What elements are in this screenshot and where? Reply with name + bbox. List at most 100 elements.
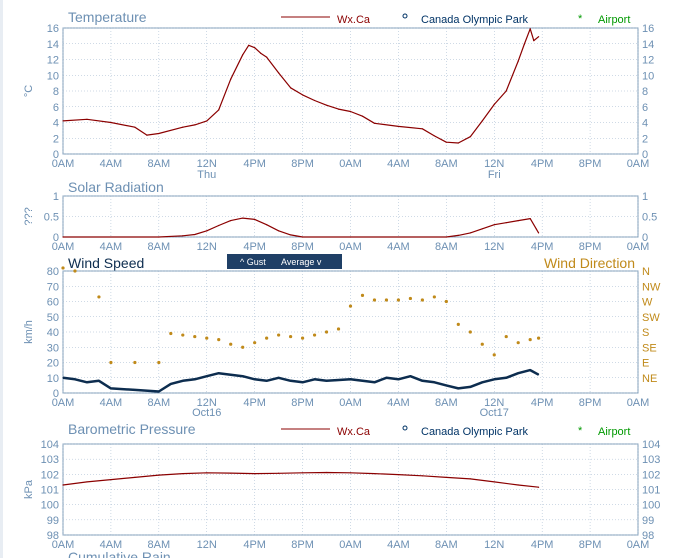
- wind-speed-data-point: [86, 381, 88, 383]
- y-tick-label: 1: [53, 191, 59, 203]
- wxca-data-point: [301, 472, 304, 474]
- x-tick-label: 0AM: [339, 158, 362, 170]
- x-tick-label: 4AM: [100, 241, 123, 253]
- wind-direction-point: [324, 330, 329, 334]
- wxca-data-point: [266, 224, 268, 226]
- y-tick-label: 14: [47, 39, 59, 51]
- wind-direction-point: [265, 336, 269, 340]
- wxca-data-point: [254, 218, 256, 220]
- y-tick-label-right: 4: [642, 118, 648, 130]
- x-tick-label: 4PM: [531, 241, 554, 253]
- wind-speed-data-point: [409, 375, 411, 377]
- wind-speed-data-point: [62, 377, 64, 379]
- y-tick-label: 104: [41, 439, 59, 451]
- wind-speed-data-point: [98, 380, 100, 382]
- x-tick-label: 0AM: [339, 539, 362, 551]
- wxca-data-point: [260, 52, 262, 54]
- day-label: Thu: [197, 169, 216, 181]
- y-tick-label: 99: [47, 515, 59, 527]
- wind-speed-data-point: [110, 387, 112, 390]
- direction-tick-label: NE: [642, 373, 657, 385]
- x-tick-label: 0AM: [339, 397, 362, 409]
- x-tick-label: 4PM: [243, 397, 266, 409]
- wxca-data-point: [373, 472, 376, 475]
- wxca-data-point: [254, 47, 256, 49]
- legend-wxca-label: Wx.Ca: [337, 426, 371, 438]
- wxca-data-point: [533, 40, 535, 42]
- x-tick-label: 4AM: [387, 539, 410, 551]
- wxca-data-point: [537, 36, 540, 38]
- direction-tick-label: SE: [642, 342, 657, 354]
- wxca-data-point: [86, 118, 88, 120]
- y-tick-label-right: 14: [642, 39, 654, 51]
- direction-tick-label: SW: [642, 312, 660, 324]
- wind-direction-point: [300, 336, 305, 340]
- wind-speed-data-point: [529, 369, 531, 371]
- wxca-data-point: [301, 94, 304, 96]
- y-tick-label: 0: [53, 388, 59, 400]
- wind-direction-point: [205, 336, 209, 340]
- x-tick-label: 0AM: [52, 241, 75, 253]
- wind-speed-data-point: [537, 374, 540, 376]
- legend-airport-marker: *: [578, 425, 583, 437]
- wxca-data-point: [469, 136, 471, 138]
- x-tick-label: 0AM: [52, 539, 75, 551]
- wind-direction-point: [73, 269, 77, 273]
- x-tick-label: 0AM: [627, 158, 650, 170]
- solar-radiation-panel: Solar Radiation 0 0 0.5 0.5 1 1??? 0AM 4AM 8AM 12…: [23, 179, 657, 253]
- y-tick-label: 0: [53, 149, 59, 161]
- wind-speed-data-point: [313, 378, 316, 380]
- wxca-data-point: [349, 472, 352, 474]
- wind-speed-data-point: [301, 381, 304, 383]
- x-tick-label: 8PM: [291, 241, 314, 253]
- legend-olympic-marker: [402, 13, 408, 19]
- y-tick-label-right: 2: [642, 133, 648, 145]
- wxca-data-point: [206, 472, 208, 474]
- wind-direction-point: [528, 338, 532, 342]
- x-tick-label: 8AM: [148, 158, 171, 170]
- barometric-pressure-panel: Barometric Pressure Wx.Ca Canada Olympic…: [23, 421, 660, 551]
- wxca-data-point: [230, 472, 232, 474]
- wxca-data-point: [110, 479, 112, 481]
- wind-direction-point: [432, 295, 436, 299]
- solar-radiation-title: Solar Radiation: [68, 179, 164, 195]
- y-tick-label: 50: [47, 312, 59, 324]
- wind-speed-data-point: [206, 375, 208, 377]
- gust-toggle-label[interactable]: ^ Gust: [240, 257, 266, 267]
- x-tick-label: 4AM: [100, 397, 123, 409]
- direction-tick-label: NW: [642, 281, 661, 293]
- wind-speed-data-point: [349, 378, 352, 380]
- x-tick-label: 4PM: [531, 158, 554, 170]
- wxca-data-point: [349, 110, 352, 113]
- wind-direction-point: [181, 333, 185, 337]
- wxca-data-point: [62, 236, 64, 238]
- wxca-data-point: [242, 217, 244, 219]
- wind-direction-point: [408, 296, 412, 301]
- wind-toggle[interactable]: ^ Gust Average v: [227, 254, 342, 269]
- x-tick-label: 0AM: [52, 158, 75, 170]
- wind-direction-point: [109, 360, 113, 365]
- x-tick-label: 8PM: [579, 158, 602, 170]
- wxca-data-point: [182, 472, 184, 475]
- y-tick-label-right: 99: [642, 515, 654, 527]
- average-toggle-label[interactable]: Average v: [281, 257, 322, 267]
- x-tick-label: 8AM: [148, 539, 171, 551]
- x-tick-label: 4AM: [387, 158, 410, 170]
- x-tick-label: 8AM: [435, 539, 458, 551]
- y-axis-label: kPa: [23, 479, 35, 499]
- legend-olympic-label: Canada Olympic Park: [421, 14, 528, 26]
- wxca-data-point: [537, 486, 540, 488]
- wxca-data-point: [505, 90, 507, 92]
- y-tick-label-right: 10: [642, 70, 654, 82]
- wind-direction-point: [420, 298, 424, 302]
- x-tick-label: 8PM: [579, 539, 602, 551]
- y-tick-label-right: 104: [642, 439, 660, 451]
- wxca-data-point: [134, 126, 136, 128]
- day-label: Oct17: [480, 407, 509, 419]
- wxca-data-point: [146, 134, 148, 136]
- wind-speed-data-point: [194, 378, 196, 380]
- x-tick-label: 4AM: [387, 241, 410, 253]
- wxca-data-point: [469, 232, 471, 234]
- wind-direction-point: [217, 338, 221, 342]
- wxca-data-point: [194, 124, 196, 126]
